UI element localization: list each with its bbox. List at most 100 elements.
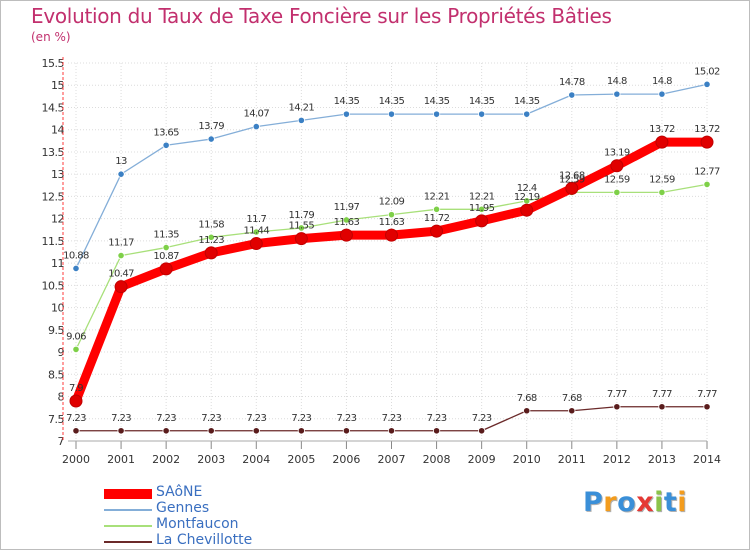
series-point (72, 427, 80, 435)
y-tick-label: 15 (51, 79, 64, 92)
data-label: 9.06 (66, 331, 86, 342)
y-tick-label: 13 (51, 168, 64, 181)
series-point (117, 427, 125, 435)
series-point (342, 216, 351, 224)
series-point (249, 237, 263, 251)
data-label: 12.59 (604, 174, 630, 185)
data-label: 11.58 (198, 219, 224, 230)
data-label: 11.95 (469, 203, 495, 214)
data-label: 7.23 (472, 413, 492, 424)
data-label: 11.23 (198, 235, 224, 246)
x-tick-label: 2007 (378, 453, 406, 466)
series-point (478, 110, 486, 118)
series-point (700, 135, 714, 149)
legend-item: La Chevillotte (104, 532, 324, 549)
series-point (703, 80, 711, 88)
logo-letter: t (663, 487, 678, 518)
series-point (658, 403, 666, 411)
series-point (658, 188, 666, 197)
data-label: 14.35 (424, 96, 450, 107)
chart-title: Evolution du Taux de Taxe Foncière sur l… (31, 4, 612, 28)
x-tick-label: 2000 (62, 453, 90, 466)
series-point (565, 181, 579, 195)
data-label: 10.87 (153, 251, 179, 262)
data-label: 13.19 (604, 148, 630, 159)
data-label: 12.59 (559, 174, 585, 185)
series-point (297, 116, 305, 124)
series-point (72, 345, 80, 353)
data-label: 14.21 (289, 102, 315, 113)
series-point (478, 427, 486, 435)
y-tick-label: 7 (58, 435, 65, 448)
data-label: 14.35 (514, 96, 540, 107)
data-label: 7.68 (562, 393, 582, 404)
series-point (610, 159, 624, 173)
logo-letter: r (603, 487, 618, 518)
series-point (613, 90, 621, 98)
series-point (703, 403, 711, 411)
data-label: 12.59 (649, 174, 675, 185)
series-point (294, 232, 308, 246)
data-label: 15.02 (694, 66, 720, 77)
legend-swatch (104, 489, 152, 499)
data-label: 14.8 (607, 76, 627, 87)
legend-label: Montfaucon (156, 516, 239, 532)
logo-letter: P (583, 487, 604, 518)
data-label: 12.68 (559, 170, 585, 181)
series-point (475, 214, 489, 228)
series-point (297, 224, 305, 232)
series-point (478, 205, 486, 213)
data-label: 7.9 (69, 383, 83, 394)
data-label: 14.35 (469, 96, 495, 107)
data-label: 7.77 (607, 389, 627, 400)
data-label: 11.63 (379, 217, 405, 228)
data-label: 12.19 (514, 192, 540, 203)
series-point (204, 246, 218, 260)
data-label: 11.55 (289, 221, 315, 232)
y-tick-label: 11 (51, 257, 64, 270)
series-point (207, 233, 215, 241)
y-tick-label: 14 (51, 124, 64, 137)
y-tick-label: 14.5 (42, 101, 65, 114)
x-tick-label: 2008 (423, 453, 451, 466)
legend-swatch (104, 541, 152, 543)
data-label: 13.72 (694, 124, 720, 135)
data-label: 11.97 (334, 202, 360, 213)
series-point (72, 264, 80, 273)
y-tick-label: 11.5 (42, 235, 65, 248)
y-tick-label: 10 (51, 302, 64, 315)
series-point (432, 427, 441, 435)
x-tick-label: 2003 (197, 453, 225, 466)
data-label: 14.78 (559, 77, 585, 88)
y-tick-label: 7.5 (48, 413, 64, 426)
x-tick-label: 2002 (152, 453, 180, 466)
series-point (162, 427, 170, 435)
logo-letter: i (654, 487, 664, 518)
x-tick-label: 2006 (332, 453, 360, 466)
series-point (613, 403, 621, 411)
data-label: 11.35 (153, 230, 179, 241)
legend-item: SAôNE (104, 484, 324, 501)
series-point (342, 110, 351, 118)
y-tick-label: 12.5 (42, 190, 65, 203)
series-point (117, 251, 125, 260)
legend-item: Montfaucon (104, 516, 324, 533)
series-point (655, 135, 669, 149)
x-tick-label: 2012 (603, 453, 631, 466)
data-label: 10.47 (108, 269, 134, 280)
series-point (432, 205, 441, 213)
data-label: 14.8 (652, 76, 672, 87)
y-tick-label: 8.5 (48, 368, 64, 381)
y-tick-label: 15.5 (42, 57, 65, 70)
y-tick-label: 10.5 (42, 279, 65, 292)
data-label: 7.23 (201, 413, 221, 424)
series-point (162, 243, 170, 252)
series-point (114, 280, 128, 294)
series-point (297, 427, 305, 435)
y-tick-label: 9 (58, 346, 65, 359)
legend-item: Gennes (104, 500, 324, 517)
proxiti-logo: Proxiti (583, 487, 687, 518)
data-label: 7.23 (156, 413, 176, 424)
logo-letter: i (677, 487, 688, 518)
